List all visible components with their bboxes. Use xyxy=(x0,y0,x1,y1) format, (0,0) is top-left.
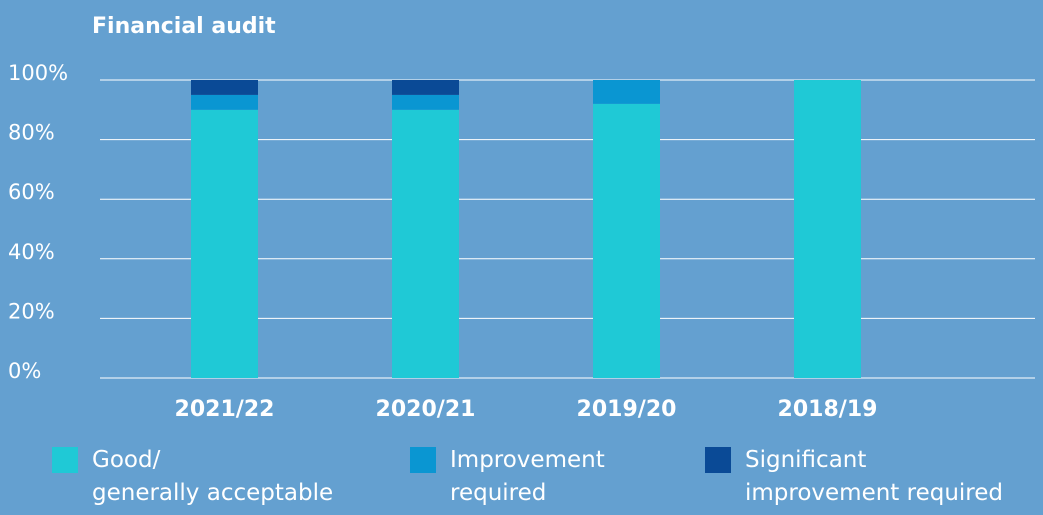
y-tick-label: 100% xyxy=(8,61,68,85)
y-tick-label: 80% xyxy=(8,121,55,145)
bar-segment xyxy=(794,80,861,378)
y-tick-label: 40% xyxy=(8,240,55,264)
bar-segment xyxy=(392,109,459,379)
legend-label: Improvement required xyxy=(450,447,605,506)
bar-segment xyxy=(593,80,660,104)
y-tick-label: 20% xyxy=(8,299,55,323)
bar-segment xyxy=(191,109,258,379)
y-tick-label: 0% xyxy=(8,359,41,383)
bar-segment xyxy=(392,94,459,110)
legend-swatch xyxy=(410,447,436,473)
legend-swatch xyxy=(705,447,731,473)
x-tick-label: 2021/22 xyxy=(175,397,275,422)
y-tick-label: 60% xyxy=(8,180,55,204)
x-tick-label: 2019/20 xyxy=(577,397,677,422)
legend-label: Good/ generally acceptable xyxy=(92,447,334,506)
legend-swatch xyxy=(52,447,78,473)
bar-segment xyxy=(191,80,258,95)
x-tick-label: 2018/19 xyxy=(778,397,878,422)
legend-label: Significant improvement required xyxy=(745,447,1004,506)
x-tick-label: 2020/21 xyxy=(376,397,476,422)
bar-segment xyxy=(191,94,258,110)
chart: Financial audit 0% 20% 40% 60% 80% 100% 2021/2… xyxy=(8,14,1035,422)
bar-segment xyxy=(392,80,459,95)
chart-title: Financial audit xyxy=(92,14,276,39)
bar-segment xyxy=(593,103,660,378)
